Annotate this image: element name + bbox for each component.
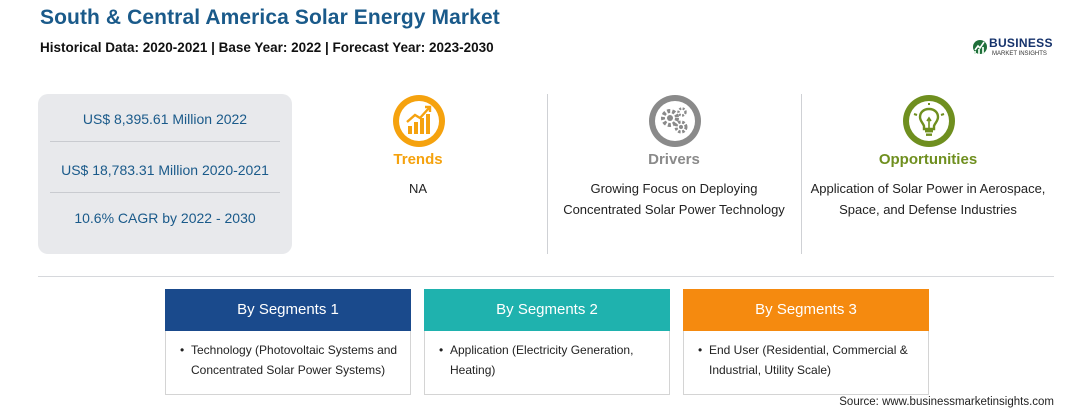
stat-cagr: 10.6% CAGR by 2022 - 2030 — [74, 210, 256, 226]
segment-item: • Technology (Photovoltaic Systems and C… — [178, 340, 408, 380]
column-divider — [801, 94, 802, 254]
drivers-title: Drivers — [648, 151, 700, 168]
brand-logo: BUSINESS MARKET INSIGHTS — [972, 36, 1062, 62]
gears-icon — [649, 95, 701, 147]
segment-box-2: By Segments 2 • Application (Electricity… — [424, 289, 670, 395]
page-title: South & Central America Solar Energy Mar… — [40, 6, 500, 29]
logo-tagline: MARKET INSIGHTS — [992, 51, 1047, 57]
opportunities-title: Opportunities — [878, 151, 978, 168]
stat-market-size-historical: US$ 18,783.31 Million 2020-2021 — [61, 162, 269, 178]
stat-market-size-2022: US$ 8,395.61 Million 2022 — [82, 111, 248, 127]
opportunities-text: Application of Solar Power in Aerospace,… — [810, 181, 1046, 217]
trend-chart-icon — [393, 95, 445, 147]
bullet-icon: • — [180, 343, 185, 357]
trends-text: NA — [408, 181, 428, 196]
source-credit: Source: www.businessmarketinsights.com — [839, 396, 1054, 408]
segment-heading: By Segments 1 — [165, 289, 411, 331]
lightbulb-icon — [903, 95, 955, 147]
section-divider — [38, 276, 1054, 277]
globe-icon — [973, 40, 987, 54]
logo-name: BUSINESS — [989, 36, 1053, 50]
segment-item-text: Application (Electricity Generation, Hea… — [450, 343, 634, 377]
segment-heading: By Segments 3 — [683, 289, 929, 331]
drivers-text: Growing Focus on Deploying Concentrated … — [563, 181, 785, 217]
stat-divider — [50, 141, 280, 142]
page-subtitle: Historical Data: 2020-2021 | Base Year: … — [40, 40, 494, 55]
segment-box-3: By Segments 3 • End User (Residential, C… — [683, 289, 929, 395]
market-stats-panel: US$ 8,395.61 Million 2022 US$ 18,783.31 … — [38, 94, 292, 254]
trends-title: Trends — [393, 151, 443, 168]
segment-box-1: By Segments 1 • Technology (Photovoltaic… — [165, 289, 411, 395]
column-divider — [547, 94, 548, 254]
segment-item-text: Technology (Photovoltaic Systems and Con… — [191, 343, 398, 377]
stat-divider — [50, 192, 280, 193]
bullet-icon: • — [439, 343, 444, 357]
segment-item: • End User (Residential, Commercial & In… — [696, 340, 926, 380]
segment-item: • Application (Electricity Generation, H… — [437, 340, 667, 380]
segment-heading: By Segments 2 — [424, 289, 670, 331]
segment-item-text: End User (Residential, Commercial & Indu… — [709, 343, 908, 377]
bullet-icon: • — [698, 343, 703, 357]
